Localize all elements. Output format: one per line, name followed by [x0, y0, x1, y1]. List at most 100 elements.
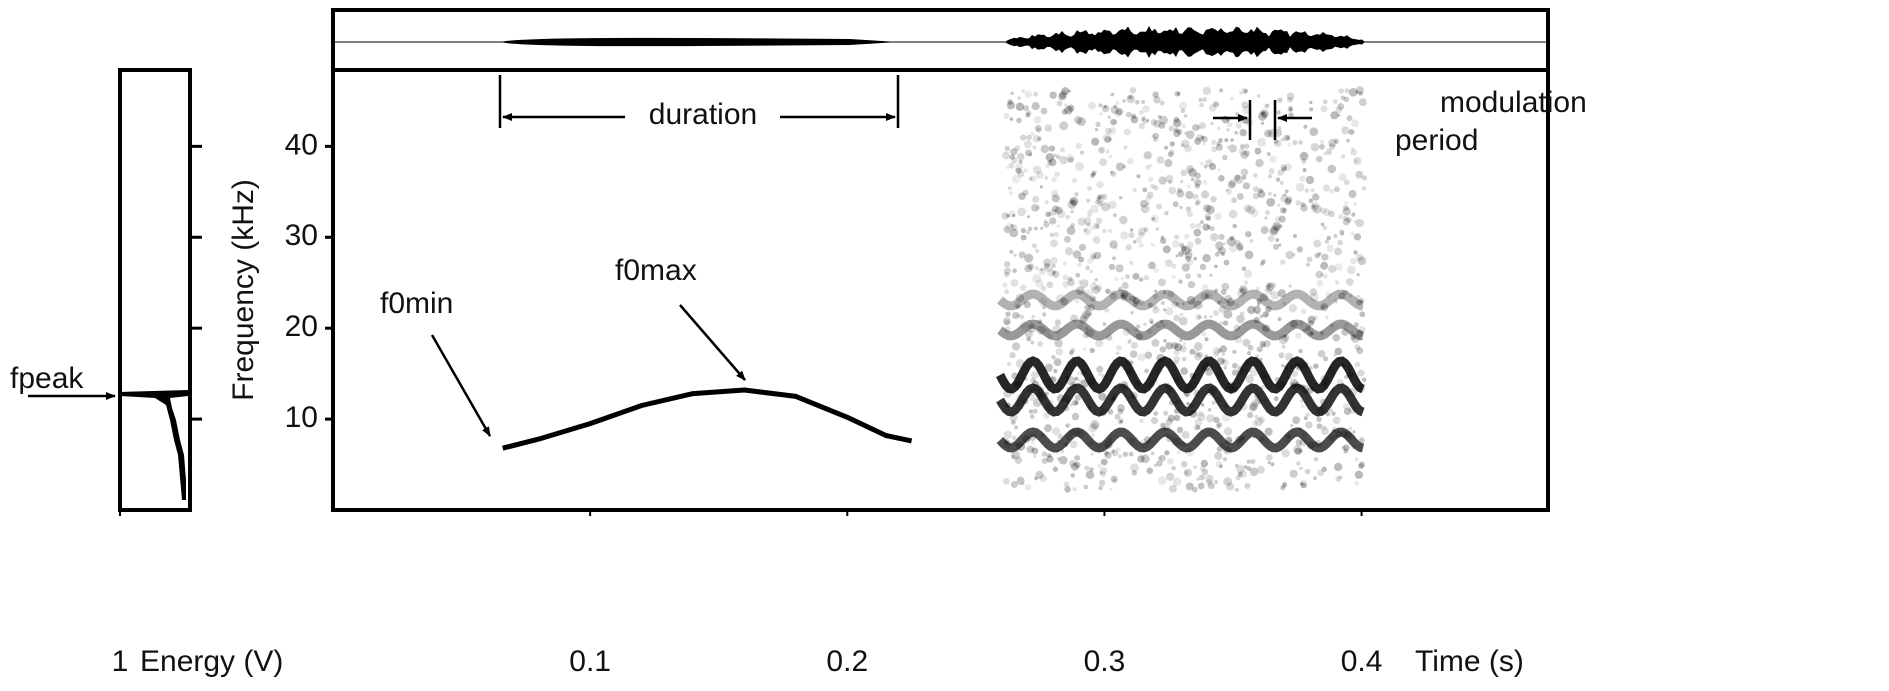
texture-dot — [1211, 139, 1217, 146]
texture-dot — [1130, 463, 1139, 473]
texture-dot — [1262, 311, 1269, 318]
texture-dot — [1185, 130, 1195, 140]
texture-dot — [1278, 215, 1286, 223]
texture-dot — [1171, 465, 1176, 471]
texture-dot — [1298, 320, 1304, 327]
texture-dot — [1179, 242, 1185, 248]
texture-dot — [1030, 447, 1036, 452]
texture-dot — [1059, 90, 1068, 99]
texture-dot — [1108, 137, 1113, 142]
texture-dot — [1243, 465, 1248, 469]
texture-dot — [1194, 183, 1200, 189]
texture-dot — [1267, 282, 1272, 288]
texture-dot — [1240, 168, 1249, 177]
texture-dot — [1294, 447, 1302, 455]
texture-dot — [1192, 486, 1198, 493]
texture-dot — [1233, 174, 1241, 181]
texture-dot — [1233, 324, 1241, 331]
texture-dot — [1001, 212, 1009, 220]
texture-dot — [1099, 471, 1103, 475]
texture-dot — [1094, 127, 1099, 132]
x-tick-label: 0.2 — [826, 645, 868, 678]
texture-dot — [1249, 239, 1254, 243]
texture-dot — [1129, 87, 1137, 94]
texture-dot — [1070, 210, 1074, 214]
texture-dot — [1249, 402, 1258, 411]
texture-dot — [1050, 239, 1058, 248]
texture-dot — [1075, 142, 1083, 150]
texture-dot — [1167, 457, 1174, 465]
texture-dot — [1036, 127, 1042, 133]
texture-dot — [1264, 312, 1270, 317]
texture-dot — [1316, 423, 1323, 430]
texture-dot — [1069, 440, 1078, 449]
texture-dot — [1229, 244, 1238, 253]
texture-dot — [1355, 170, 1364, 179]
texture-dot — [1006, 213, 1011, 218]
texture-dot — [1245, 230, 1252, 238]
texture-dot — [1074, 394, 1082, 401]
texture-dot — [1086, 185, 1093, 192]
texture-dot — [1350, 147, 1355, 152]
texture-dot — [1306, 262, 1310, 267]
texture-dot — [1035, 470, 1044, 480]
texture-dot — [1159, 346, 1167, 353]
texture-dot — [1032, 195, 1040, 203]
texture-dot — [1207, 481, 1215, 490]
texture-dot — [1197, 314, 1202, 320]
texture-dot — [1168, 484, 1178, 493]
texture-dot — [1072, 178, 1077, 183]
texture-dot — [1180, 143, 1185, 148]
texture-dot — [1164, 159, 1173, 168]
texture-dot — [1152, 91, 1159, 98]
texture-dot — [1267, 174, 1273, 179]
texture-dot — [1214, 288, 1219, 293]
texture-dot — [1306, 256, 1313, 263]
texture-dot — [1356, 299, 1363, 306]
texture-dot — [1264, 129, 1272, 138]
texture-dot — [1024, 264, 1033, 273]
texture-dot — [1187, 280, 1196, 289]
texture-dot — [1268, 191, 1272, 196]
texture-dot — [1197, 351, 1204, 359]
texture-dot — [1214, 479, 1219, 484]
texture-dot — [1333, 299, 1339, 304]
texture-dot — [1009, 154, 1015, 160]
texture-dot — [1064, 105, 1073, 115]
texture-dot — [1157, 456, 1162, 461]
texture-dot — [1172, 477, 1182, 486]
texture-dot — [1092, 281, 1096, 285]
texture-dot — [1122, 99, 1126, 103]
texture-dot — [1077, 323, 1084, 330]
texture-dot — [1199, 161, 1204, 166]
texture-dot — [1102, 133, 1112, 143]
texture-dot — [1325, 292, 1332, 298]
texture-dot — [1108, 127, 1117, 135]
texture-dot — [1252, 192, 1260, 200]
texture-dot — [1152, 137, 1158, 142]
texture-dot — [1202, 223, 1210, 231]
texture-dot — [1321, 305, 1325, 309]
texture-dot — [1053, 153, 1058, 158]
texture-dot — [1341, 126, 1350, 135]
texture-dot — [1243, 89, 1249, 94]
texture-dot — [1101, 228, 1107, 234]
texture-dot — [1070, 223, 1075, 228]
texture-dot — [1003, 317, 1011, 325]
texture-dot — [1332, 99, 1338, 105]
texture-dot — [1069, 196, 1079, 206]
texture-dot — [1282, 301, 1287, 306]
texture-dot — [1264, 216, 1268, 220]
energy-spectrum — [120, 390, 188, 500]
texture-dot — [1270, 225, 1279, 234]
texture-dot — [1172, 201, 1179, 208]
texture-dot — [1117, 404, 1125, 412]
texture-dot — [1034, 124, 1042, 132]
texture-dot — [1200, 403, 1205, 407]
texture-dot — [1079, 150, 1084, 155]
texture-dot — [1334, 186, 1340, 193]
texture-dot — [1192, 193, 1199, 200]
texture-dot — [1006, 101, 1015, 110]
texture-dot — [1328, 143, 1336, 150]
texture-dot — [1201, 331, 1207, 337]
